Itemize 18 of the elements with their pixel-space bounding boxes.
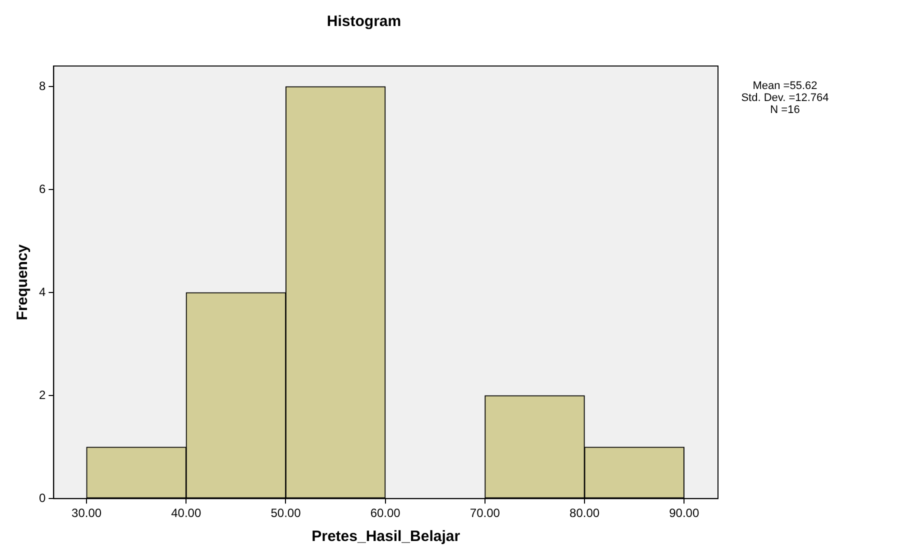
x-tick-label: 30.00 [72, 506, 102, 520]
y-tick-label: 2 [38, 388, 46, 402]
y-tick-label: 6 [38, 182, 46, 196]
x-tick-label: 80.00 [570, 506, 600, 520]
y-tick-label: 0 [38, 490, 46, 505]
y-axis-title: Frequency [14, 244, 32, 320]
chart-title: Histogram [326, 13, 402, 30]
y-tick-label: 8 [38, 78, 46, 93]
x-tick-label: 60.00 [370, 506, 401, 520]
x-tick-label: 90.00 [669, 506, 700, 520]
x-tick-label: 40.00 [171, 506, 202, 520]
text: Std. Dev. =12.764 [740, 92, 830, 104]
x-tick-label: 70.00 [470, 506, 500, 520]
y-tick-label: 4 [38, 284, 46, 299]
text: Mean =55.62 [752, 80, 818, 92]
x-axis-title: Pretes_Hasil_Belajar [312, 528, 460, 546]
text: N =16 [769, 104, 801, 116]
x-tick-label: 50.00 [270, 506, 302, 520]
